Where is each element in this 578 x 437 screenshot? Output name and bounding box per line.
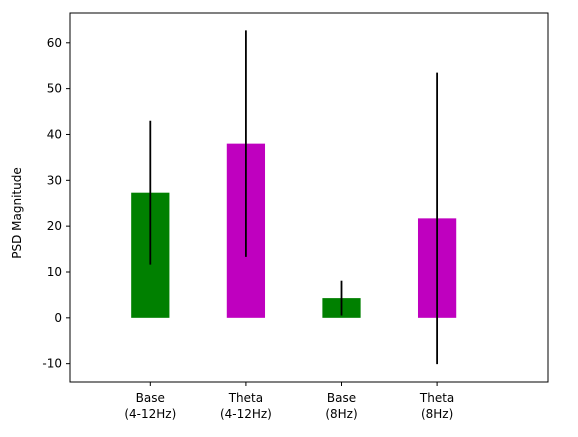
y-tick-label: 10 <box>47 265 62 279</box>
x-tick-label-line1: Theta <box>228 391 263 405</box>
y-tick-label: 60 <box>47 36 62 50</box>
x-tick-label-line1: Base <box>136 391 165 405</box>
y-tick-label: 40 <box>47 127 62 141</box>
x-tick-label-line2: (4-12Hz) <box>220 407 272 421</box>
y-axis-label: PSD Magnitude <box>10 167 24 258</box>
y-axis: -10 0 10 20 30 40 50 60 <box>42 36 70 371</box>
x-tick-label-line1: Base <box>327 391 356 405</box>
y-tick-label: 30 <box>47 173 62 187</box>
y-tick-label: -10 <box>42 357 62 371</box>
x-axis: Base (4-12Hz) Theta (4-12Hz) Base (8Hz) Theta (… <box>124 382 454 421</box>
error-bars-group <box>149 30 439 365</box>
bars-group <box>131 143 457 318</box>
x-tick-label-line2: (8Hz) <box>421 407 453 421</box>
x-tick-label-line2: (8Hz) <box>325 407 357 421</box>
plot-frame <box>69 12 549 383</box>
y-tick-label: 0 <box>54 311 62 325</box>
y-tick-label: 20 <box>47 219 62 233</box>
y-tick-label: 50 <box>47 82 62 96</box>
x-tick-label-line2: (4-12Hz) <box>124 407 176 421</box>
x-tick-label-line1: Theta <box>419 391 454 405</box>
